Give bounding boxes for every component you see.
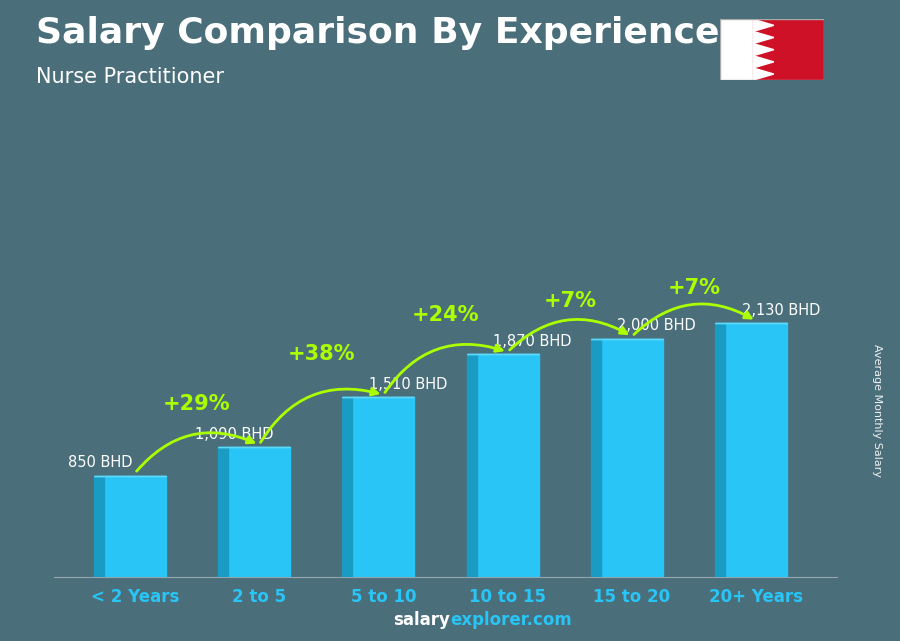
Text: Average Monthly Salary: Average Monthly Salary: [872, 344, 883, 477]
Polygon shape: [753, 31, 774, 44]
Bar: [94, 476, 104, 577]
Bar: [753, 19, 824, 80]
Bar: [466, 354, 477, 577]
Text: 850 BHD: 850 BHD: [68, 455, 132, 470]
Text: 1,870 BHD: 1,870 BHD: [493, 334, 572, 349]
Bar: [228, 447, 290, 577]
Polygon shape: [753, 56, 774, 68]
Text: +7%: +7%: [544, 292, 597, 312]
Bar: [342, 397, 352, 577]
Text: +29%: +29%: [163, 394, 230, 414]
Bar: [716, 323, 725, 577]
Bar: [601, 339, 663, 577]
Text: explorer.com: explorer.com: [450, 612, 572, 629]
Bar: [477, 354, 539, 577]
Text: 1,510 BHD: 1,510 BHD: [369, 377, 447, 392]
Bar: [104, 476, 166, 577]
Bar: [725, 323, 788, 577]
Text: 2,000 BHD: 2,000 BHD: [617, 319, 697, 333]
Text: +24%: +24%: [411, 304, 479, 324]
Polygon shape: [753, 19, 774, 31]
Polygon shape: [753, 68, 774, 80]
Text: +38%: +38%: [287, 344, 355, 364]
Polygon shape: [753, 44, 774, 56]
Text: salary: salary: [393, 612, 450, 629]
Text: +7%: +7%: [668, 278, 721, 298]
Bar: [352, 397, 414, 577]
Text: Nurse Practitioner: Nurse Practitioner: [36, 67, 224, 87]
Text: Salary Comparison By Experience: Salary Comparison By Experience: [36, 16, 719, 50]
Text: 1,090 BHD: 1,090 BHD: [195, 427, 274, 442]
Text: 2,130 BHD: 2,130 BHD: [742, 303, 820, 318]
Bar: [218, 447, 228, 577]
Bar: [591, 339, 601, 577]
